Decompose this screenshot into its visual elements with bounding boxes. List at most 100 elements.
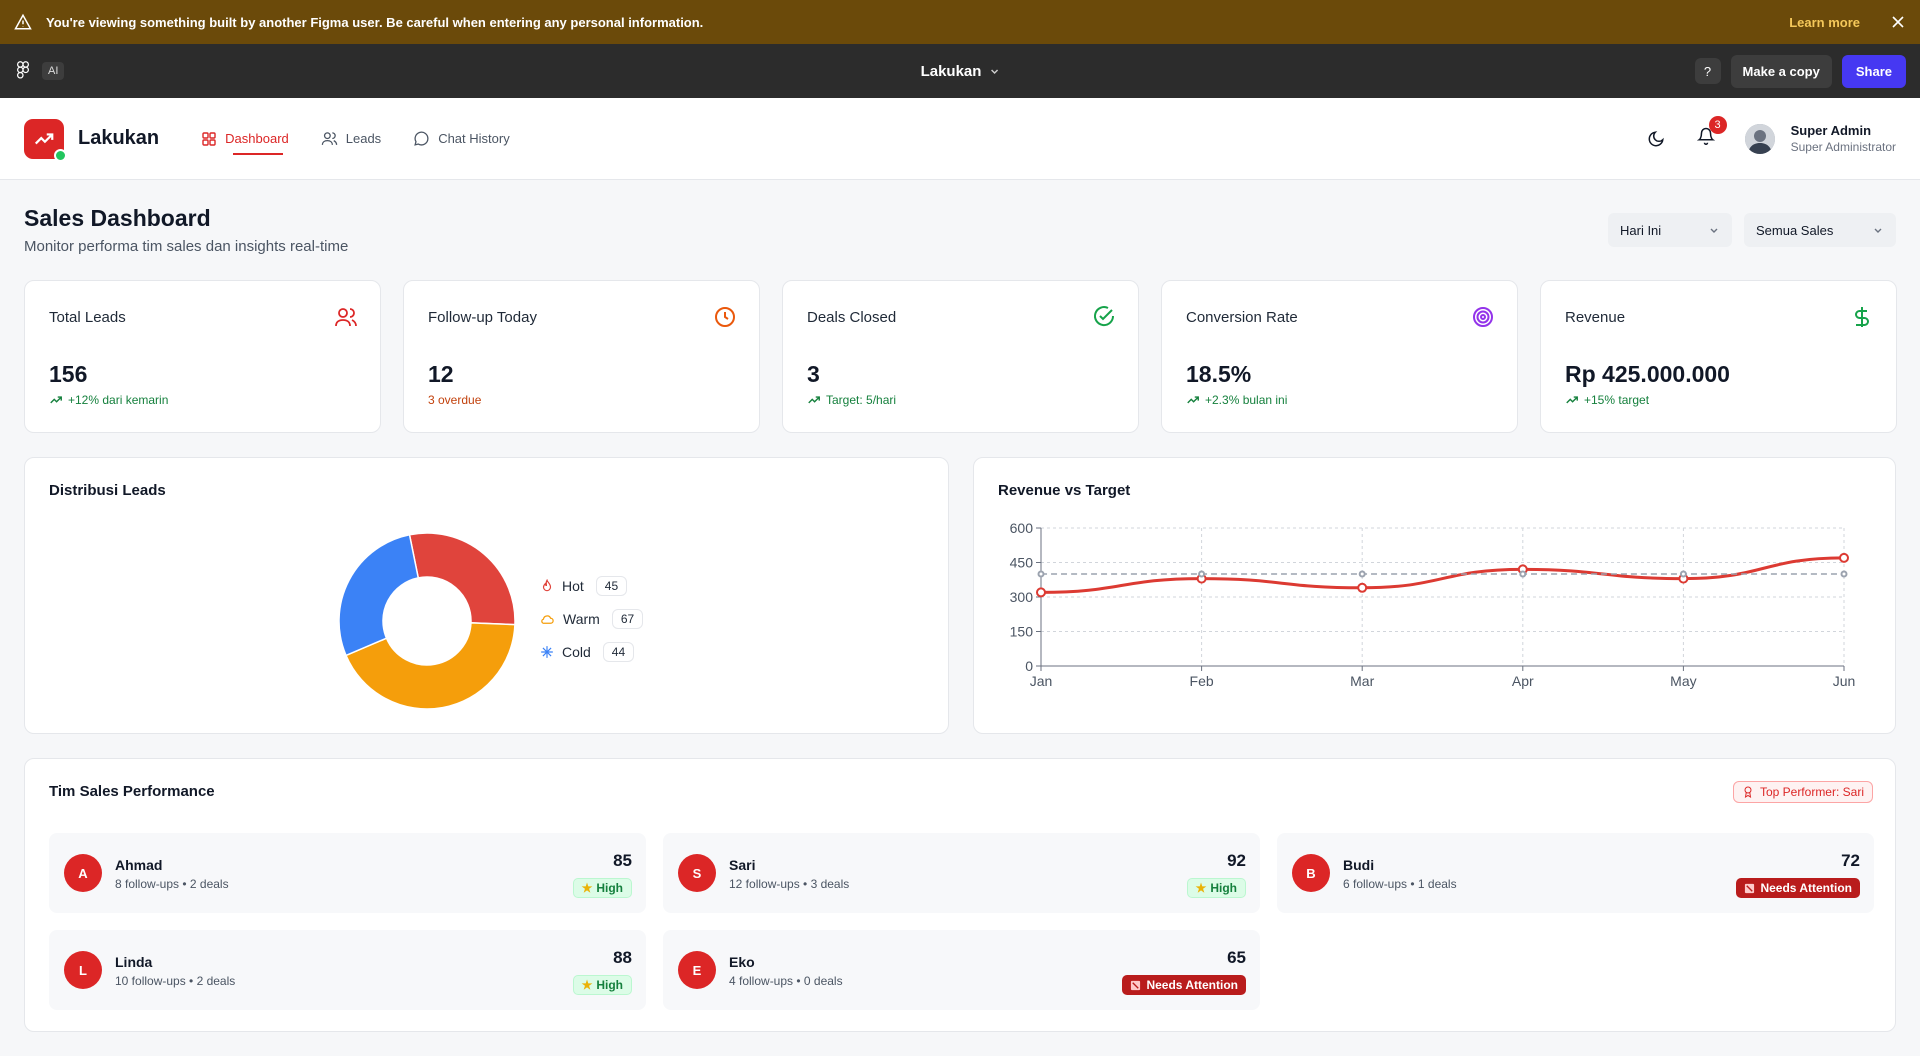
learn-more-link[interactable]: Learn more [1789, 14, 1860, 30]
target-point [1358, 570, 1366, 578]
sales-meta: 4 follow-ups • 0 deals [729, 974, 843, 988]
target-point [1840, 570, 1848, 578]
stat-card-deals-closed: Deals Closed 3 Target: 5/hari [782, 280, 1139, 433]
file-title: Lakukan [920, 62, 982, 80]
x-tick-label: Jan [1030, 673, 1053, 689]
cloud-icon [541, 614, 554, 624]
user-role: Super Administrator [1790, 140, 1896, 154]
sales-score: 65 [1227, 948, 1246, 967]
warning-icon [14, 13, 32, 30]
stat-label: Deals Closed [807, 309, 897, 326]
status-text: High [1210, 881, 1237, 895]
status-badge: ★ High [572, 878, 632, 898]
stat-label: Follow-up Today [428, 309, 537, 326]
make-copy-button[interactable]: Make a copy [1730, 54, 1832, 88]
stat-value: Rp 425.000.000 [1565, 361, 1730, 387]
sales-card-linda[interactable]: L Linda 10 follow-ups • 2 deals 88 ★ High [49, 930, 646, 1010]
figma-warning-bar: You're viewing something built by anothe… [0, 0, 1920, 44]
target-point [1519, 570, 1527, 578]
user-avatar[interactable] [1744, 123, 1775, 154]
help-button[interactable]: ? [1694, 58, 1721, 84]
panel-title: Tim Sales Performance [49, 783, 215, 800]
lead-distribution-chart [338, 532, 516, 710]
nav-chat-history-label: Chat History [438, 131, 510, 146]
sales-card-ahmad[interactable]: A Ahmad 8 follow-ups • 2 deals 85 ★ High [49, 833, 646, 913]
stat-trend: +2.3% bulan ini [1186, 393, 1287, 407]
stat-card-follow-up: Follow-up Today 12 3 overdue [403, 280, 760, 433]
stat-label: Revenue [1565, 309, 1626, 326]
period-filter-value: Hari Ini [1620, 222, 1662, 238]
stat-trend: +12% dari kemarin [49, 393, 168, 407]
moon-icon[interactable] [1647, 130, 1665, 148]
target-point [1037, 570, 1045, 578]
sales-filter-value: Semua Sales [1756, 222, 1834, 238]
legend-count: 45 [595, 576, 628, 596]
sales-score: 72 [1841, 851, 1860, 870]
period-filter-select[interactable]: Hari Ini [1608, 213, 1732, 247]
legend-label: Hot [562, 578, 584, 594]
alert-icon [1745, 883, 1755, 893]
bell-icon [1696, 127, 1715, 145]
clock-icon [715, 307, 735, 327]
users-icon [335, 308, 357, 327]
nav-chat-history[interactable]: Chat History [413, 98, 510, 179]
stat-label: Conversion Rate [1186, 309, 1298, 326]
stat-value: 3 [807, 361, 820, 387]
star-icon: ★ [1195, 881, 1207, 895]
sales-score: 92 [1227, 851, 1246, 870]
lead-distribution-panel: Distribusi Leads Hot 45 Warm 67 Cold 44 [24, 457, 949, 734]
top-performer-text: Top Performer: Sari [1759, 785, 1864, 799]
y-tick-label: 300 [1010, 589, 1034, 605]
brand-name: Lakukan [78, 127, 160, 149]
donut-slice-cold [338, 533, 420, 657]
revenue-point [1357, 582, 1368, 593]
chevron-down-icon [1710, 228, 1718, 233]
sales-filter-select[interactable]: Semua Sales [1744, 213, 1896, 247]
stat-value: 18.5% [1186, 361, 1252, 387]
donut-slice-hot [408, 532, 516, 626]
revenue-point [1839, 552, 1849, 563]
sales-meta: 6 follow-ups • 1 deals [1343, 877, 1457, 891]
grid-icon [202, 131, 216, 146]
trending-up-icon [50, 396, 62, 404]
sales-card-sari[interactable]: S Sari 12 follow-ups • 3 deals 92 ★ High [663, 833, 1260, 913]
y-tick-label: 450 [1010, 555, 1034, 571]
sales-name: Sari [729, 857, 756, 873]
sales-card-budi[interactable]: B Budi 6 follow-ups • 1 deals 72 Needs A… [1277, 833, 1874, 913]
avatar: A [64, 854, 102, 892]
avatar: E [678, 951, 716, 989]
sales-name: Ahmad [115, 857, 163, 873]
stat-value: 156 [49, 361, 88, 387]
nav-dashboard[interactable]: Dashboard [201, 98, 289, 179]
stat-value: 12 [428, 361, 454, 387]
revenue-target-panel: Revenue vs Target 0 150 300 450 600 Jan Feb Mar… [973, 457, 1896, 734]
close-icon[interactable] [1890, 14, 1906, 30]
donut-slice-warm [345, 622, 516, 710]
sales-score: 85 [613, 851, 632, 870]
legend-warm: Warm 67 [540, 609, 644, 629]
page-subtitle: Monitor performa tim sales dan insights … [24, 238, 349, 255]
figma-logo-icon[interactable] [14, 61, 32, 81]
nav-leads[interactable]: Leads [321, 98, 381, 179]
x-tick-label: May [1670, 673, 1696, 689]
stat-trend-text: 3 overdue [428, 393, 482, 407]
share-button[interactable]: Share [1841, 54, 1906, 88]
brand-logo[interactable] [24, 118, 67, 162]
file-title-dropdown[interactable]: Lakukan [921, 63, 1000, 80]
sales-card-eko[interactable]: E Eko 4 follow-ups • 0 deals 65 Needs At… [663, 930, 1260, 1010]
warning-text: You're viewing something built by anothe… [46, 14, 704, 30]
sales-score: 88 [613, 948, 632, 967]
revenue-target-chart: 0 150 300 450 600 Jan Feb Mar Apr May Jun [1010, 520, 1856, 689]
snowflake-icon [541, 646, 553, 658]
status-badge: Needs Attention [1736, 878, 1860, 898]
dollar-icon [1855, 307, 1869, 327]
check-circle-icon [1094, 306, 1115, 327]
target-icon [1473, 307, 1493, 327]
stat-card-conversion-rate: Conversion Rate 18.5% +2.3% bulan ini [1161, 280, 1518, 433]
notifications-button[interactable]: 3 [1696, 116, 1727, 150]
user-info[interactable]: Super Admin Super Administrator [1791, 123, 1896, 154]
chevron-down-icon [990, 69, 998, 75]
ai-badge[interactable]: AI [42, 62, 65, 80]
stat-trend-text: +2.3% bulan ini [1205, 393, 1288, 407]
online-status-dot [54, 148, 67, 162]
